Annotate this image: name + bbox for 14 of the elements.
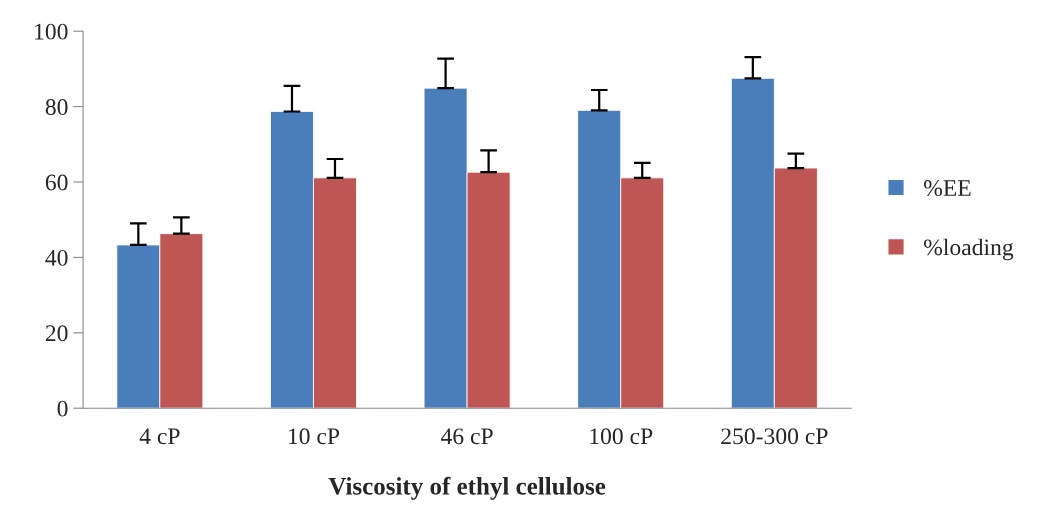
- y-tick-label: 0: [57, 400, 68, 417]
- y-tick-label: 60: [45, 174, 68, 191]
- x-tick-label: 250-300 cP: [721, 428, 828, 445]
- y-tick-label: 40: [45, 249, 68, 266]
- y-tick-label: 100: [35, 23, 68, 40]
- legend-label: %loading: [924, 238, 1014, 261]
- legend-label: %EE: [924, 180, 971, 197]
- x-tick-label: 46 cP: [441, 428, 493, 445]
- y-tick-label: 20: [45, 325, 68, 342]
- x-tick-label: 100 cP: [590, 428, 653, 445]
- x-tick-label: 10 cP: [288, 428, 340, 445]
- x-tick-label: 4 cP: [139, 428, 180, 445]
- y-tick-label: 80: [45, 99, 68, 116]
- x-axis-title: Viscosity of ethyl cellulose: [328, 476, 606, 500]
